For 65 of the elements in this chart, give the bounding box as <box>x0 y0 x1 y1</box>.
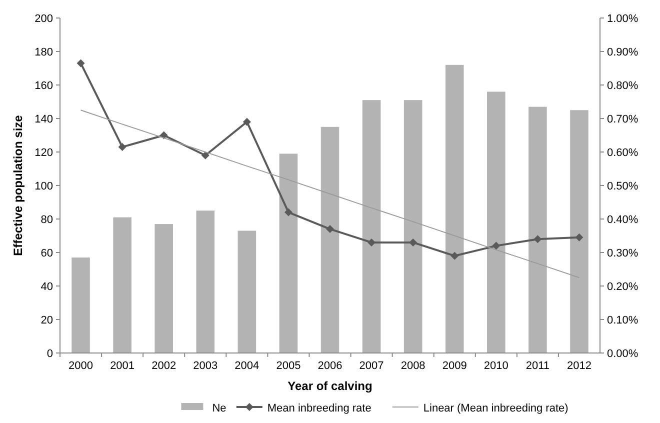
bar <box>445 64 464 353</box>
y-tick-label: 80 <box>40 214 53 226</box>
bar <box>320 126 340 353</box>
y-tick-label: 200 <box>34 12 53 25</box>
bar <box>154 224 173 353</box>
bar <box>196 210 215 353</box>
bar <box>404 100 422 353</box>
point <box>534 235 542 244</box>
y2-tick-label: 1.00% <box>607 12 638 25</box>
x-tick-label: 2007 <box>359 360 384 372</box>
point <box>201 151 210 160</box>
x-tick-label: 2009 <box>442 360 467 372</box>
legend-label: Linear (Mean inbreeding rate) <box>423 402 568 414</box>
bar <box>113 217 132 353</box>
point <box>242 118 251 126</box>
bar <box>362 100 381 353</box>
x-tick-label: 2006 <box>318 360 342 372</box>
x-axis-title: Year of calving <box>288 379 372 393</box>
x-tick-label: 2001 <box>110 360 135 372</box>
y-tick-label: 20 <box>40 314 53 326</box>
x-tick-label: 2005 <box>276 360 301 372</box>
point <box>492 242 500 250</box>
x-tick-label: 2002 <box>152 360 176 372</box>
y-tick-label: 120 <box>34 146 53 159</box>
line-series <box>80 110 580 278</box>
point <box>450 252 459 260</box>
y-tick-label: 0 <box>46 348 53 360</box>
bar <box>528 106 547 353</box>
y2-tick-label: 0.70% <box>607 113 638 126</box>
y-tick-label: 140 <box>34 113 53 126</box>
bar <box>487 92 506 353</box>
x-tick-label: 2012 <box>566 360 592 372</box>
y2-tick-label: 0.90% <box>607 46 638 58</box>
x-tick-label: 2000 <box>68 360 94 372</box>
x-tick-label: 2011 <box>526 360 550 372</box>
x-tick-label: 2008 <box>400 360 426 372</box>
y2-tick-label: 0.40% <box>607 214 638 226</box>
x-tick-label: 2003 <box>193 360 218 372</box>
y-tick-label: 160 <box>34 80 53 92</box>
y-tick-label: 100 <box>34 180 53 192</box>
y-tick-label: 60 <box>40 247 53 260</box>
y-tick-label: 40 <box>40 280 53 293</box>
y-tick-label: 180 <box>34 46 53 58</box>
y2-tick-label: 0.30% <box>607 247 638 260</box>
y2-tick-label: 0.10% <box>607 314 638 326</box>
y2-tick-label: 0.80% <box>607 80 638 92</box>
y2-tick-label: 0.20% <box>607 280 638 293</box>
y2-tick-label: 0.00% <box>607 348 638 360</box>
bar <box>279 154 298 353</box>
x-tick-label: 2010 <box>484 360 508 372</box>
point <box>76 59 85 68</box>
y2-tick-label: 0.50% <box>607 180 638 192</box>
point <box>575 233 584 242</box>
legend-label: Ne <box>212 402 226 414</box>
point <box>118 142 126 151</box>
y-axis-title: Effective population size <box>11 114 25 256</box>
bar <box>570 110 588 353</box>
x-tick-label: 2004 <box>234 360 260 372</box>
point <box>409 238 418 246</box>
point <box>326 225 334 234</box>
y2-tick-label: 0.60% <box>607 146 638 159</box>
legend-label: Mean inbreeding rate <box>267 402 372 414</box>
point <box>284 208 292 216</box>
bar <box>72 258 90 353</box>
bar <box>238 230 256 353</box>
